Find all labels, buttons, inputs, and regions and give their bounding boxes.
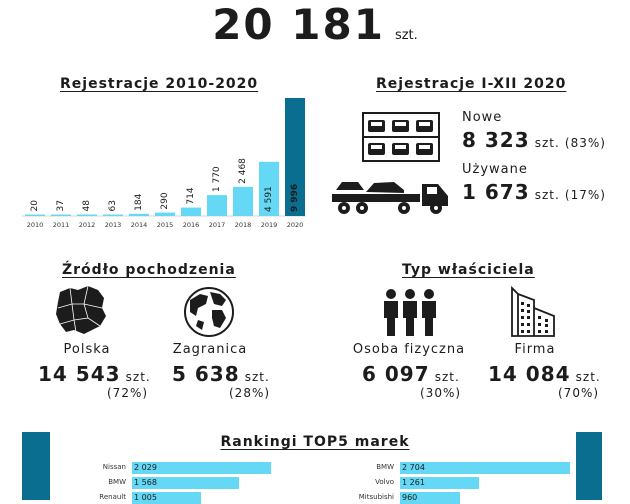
people-icon	[384, 289, 436, 336]
total-unit: szt.	[394, 28, 418, 43]
person-unit: szt.	[434, 370, 460, 384]
parking-garage-icon	[362, 112, 440, 162]
ranking-brand-label: Nissan	[102, 463, 126, 471]
ranking-bar: 1 568	[132, 477, 239, 489]
company-label: Firma	[514, 342, 556, 357]
person-stat: 6 097 szt.	[362, 362, 460, 386]
year-tick-label: 2015	[157, 221, 174, 229]
origin-title: Źródło pochodzenia	[62, 262, 236, 278]
registrations-chart-title: Rejestracje 2010-2020	[60, 76, 259, 92]
ranking-brand-label: Volvo	[375, 478, 394, 486]
year-tick-label: 2019	[261, 221, 278, 229]
ranking-right-accent	[576, 432, 602, 500]
ranking-bar: 1 261	[400, 477, 479, 489]
company-pct: (70%)	[558, 386, 600, 400]
used-stat: 1 673 szt. (17%)	[462, 180, 606, 204]
owner-title: Typ właściciela	[402, 262, 535, 278]
bar-value-label: 9 996	[290, 184, 300, 212]
bar-2020	[285, 98, 305, 216]
new-label: Nowe	[462, 110, 503, 125]
bar-value-label: 37	[56, 200, 66, 211]
bar-2017	[207, 195, 227, 216]
new-pct: (83%)	[564, 136, 606, 150]
poland-pct: (72%)	[107, 386, 149, 400]
used-unit: szt.	[534, 188, 560, 202]
company-value: 14 084	[488, 362, 571, 386]
poland-unit: szt.	[125, 370, 151, 384]
abroad-unit: szt.	[244, 370, 270, 384]
bar-2013	[103, 214, 123, 216]
bar-2011	[51, 214, 71, 216]
ranking-rows: Nissan 2 029 BMW 1 568 Renault 1 005 BMW 2 704 V…	[52, 460, 574, 504]
bar-value-label: 48	[82, 200, 92, 212]
total-value: 20 181	[212, 0, 385, 49]
year-tick-label: 2011	[53, 221, 70, 229]
ranking-bar: 1 005	[132, 492, 201, 504]
bar-value-label: 4 591	[264, 186, 274, 212]
new-stat: 8 323 szt. (83%)	[462, 128, 606, 152]
year-tick-label: 2013	[105, 221, 122, 229]
bar-value-label: 63	[108, 200, 118, 211]
year-tick-label: 2017	[209, 221, 226, 229]
year-tick-label: 2016	[183, 221, 200, 229]
ranking-left-accent	[22, 432, 50, 500]
person-label: Osoba fizyczna	[352, 342, 466, 357]
bar-2016	[181, 207, 201, 216]
new-unit: szt.	[534, 136, 560, 150]
total-registrations: 20 181 szt.	[0, 0, 630, 49]
used-pct: (17%)	[564, 188, 606, 202]
bar-value-label: 20	[30, 200, 40, 212]
ranking-bar: 2 029	[132, 462, 271, 474]
abroad-label: Zagranica	[172, 342, 248, 357]
bar-2019	[259, 161, 279, 216]
person-value: 6 097	[362, 362, 430, 386]
car-transporter-icon	[332, 182, 448, 214]
ranking-bar: 2 704	[400, 462, 570, 474]
bar-2014	[129, 213, 149, 216]
poland-stat: 14 543 szt.	[38, 362, 151, 386]
bar-2018	[233, 186, 253, 216]
poland-map-icon	[56, 285, 106, 334]
year-tick-label: 2020	[287, 221, 304, 229]
ranking-title: Rankingi TOP5 marek	[220, 434, 410, 450]
abroad-value: 5 638	[172, 362, 240, 386]
bar-value-label: 290	[160, 192, 170, 209]
bar-value-label: 1 770	[212, 166, 222, 192]
abroad-stat: 5 638 szt.	[172, 362, 270, 386]
poland-value: 14 543	[38, 362, 121, 386]
company-stat: 14 084 szt.	[488, 362, 601, 386]
bar-2015	[155, 212, 175, 216]
year-tick-label: 2012	[79, 221, 96, 229]
abroad-pct: (28%)	[229, 386, 271, 400]
year-tick-label: 2014	[131, 221, 148, 229]
bar-2012	[77, 214, 97, 216]
used-label: Używane	[462, 162, 528, 177]
ranking-brand-label: BMW	[108, 478, 126, 486]
used-value: 1 673	[462, 180, 530, 204]
bar-value-label: 184	[134, 193, 144, 210]
bar-value-label: 2 468	[238, 158, 248, 184]
person-pct: (30%)	[420, 386, 462, 400]
registrations-bar-chart: 20 2010 37 2011 48 2012 63 2013 184 2014 290 2015 71…	[22, 98, 306, 229]
monthly-title: Rejestracje I-XII 2020	[376, 76, 567, 92]
year-tick-label: 2010	[27, 221, 44, 229]
ranking-bar: 960	[400, 492, 460, 504]
globe-icon	[184, 287, 234, 337]
bars-group: 20 2010 37 2011 48 2012 63 2013 184 2014 290 2015 71…	[25, 98, 305, 229]
ranking-brand-label: Mitsubishi	[358, 493, 394, 501]
year-tick-label: 2018	[235, 221, 252, 229]
bar-2010	[25, 214, 45, 216]
office-building-icon	[511, 286, 555, 337]
ranking-brand-label: Renault	[99, 493, 126, 501]
poland-label: Polska	[63, 342, 111, 357]
new-value: 8 323	[462, 128, 530, 152]
bar-value-label: 714	[186, 187, 196, 204]
company-unit: szt.	[575, 370, 601, 384]
ranking-brand-label: BMW	[376, 463, 394, 471]
